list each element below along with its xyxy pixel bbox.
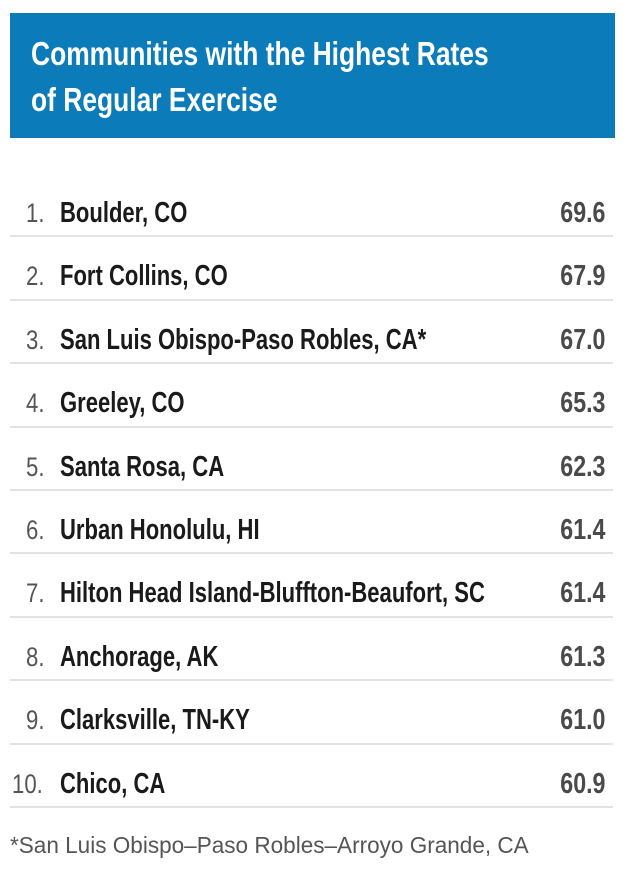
- row-value: 61.4: [559, 577, 605, 610]
- row-community: San Luis Obispo-Paso Robles, CA*: [60, 323, 427, 356]
- title-line-2: of Regular Exercise: [31, 81, 278, 118]
- title-banner: Communities with the Highest Rates of Re…: [10, 13, 615, 138]
- row-rank: 4.: [26, 388, 45, 419]
- table-row: 9. Clarksville, TN-KY 61.0: [10, 681, 613, 745]
- row-community: Fort Collins, CO: [60, 260, 228, 293]
- row-community: Urban Honolulu, HI: [60, 513, 260, 546]
- ranking-table: 1. Boulder, CO 69.6 2. Fort Collins, CO …: [10, 174, 613, 808]
- row-community: Chico, CA: [60, 767, 166, 800]
- row-value: 61.3: [559, 640, 605, 673]
- row-value: 61.0: [559, 704, 605, 737]
- row-community: Clarksville, TN-KY: [60, 704, 250, 737]
- row-rank: 3.: [26, 324, 45, 355]
- row-rank: 6.: [26, 514, 45, 545]
- table-row: 2. Fort Collins, CO 67.9: [10, 237, 613, 301]
- table-row: 10. Chico, CA 60.9: [10, 745, 613, 808]
- table-row: 6. Urban Honolulu, HI 61.4: [10, 491, 613, 555]
- row-community: Santa Rosa, CA: [60, 450, 225, 483]
- table-row: 4. Greeley, CO 65.3: [10, 364, 613, 428]
- row-community: Hilton Head Island-Bluffton-Beaufort, SC: [60, 577, 485, 610]
- row-value: 67.0: [559, 323, 605, 356]
- row-rank: 2.: [26, 261, 45, 292]
- row-value: 61.4: [559, 513, 605, 546]
- row-value: 62.3: [559, 450, 605, 483]
- row-community: Greeley, CO: [60, 387, 185, 420]
- row-value: 69.6: [559, 197, 605, 229]
- row-value: 60.9: [559, 767, 605, 800]
- row-community: Anchorage, AK: [60, 640, 219, 673]
- row-rank: 8.: [26, 641, 45, 672]
- row-rank: 1.: [26, 198, 45, 228]
- footnote: *San Luis Obispo–Paso Robles–Arroyo Gran…: [10, 832, 529, 858]
- row-community: Boulder, CO: [60, 197, 188, 229]
- table-row: 1. Boulder, CO 69.6: [10, 174, 613, 238]
- table-row: 5. Santa Rosa, CA 62.3: [10, 428, 613, 491]
- table-row: 7. Hilton Head Island-Bluffton-Beaufort,…: [10, 554, 613, 618]
- row-value: 67.9: [559, 260, 605, 293]
- row-rank: 5.: [26, 451, 45, 482]
- row-rank: 9.: [26, 705, 45, 736]
- row-value: 65.3: [559, 387, 605, 420]
- table-row: 8. Anchorage, AK 61.3: [10, 618, 613, 682]
- table-row: 3. San Luis Obispo-Paso Robles, CA* 67.0: [10, 301, 613, 365]
- row-rank: 10.: [12, 768, 43, 799]
- row-rank: 7.: [26, 578, 45, 609]
- title-line-1: Communities with the Highest Rates: [31, 35, 489, 72]
